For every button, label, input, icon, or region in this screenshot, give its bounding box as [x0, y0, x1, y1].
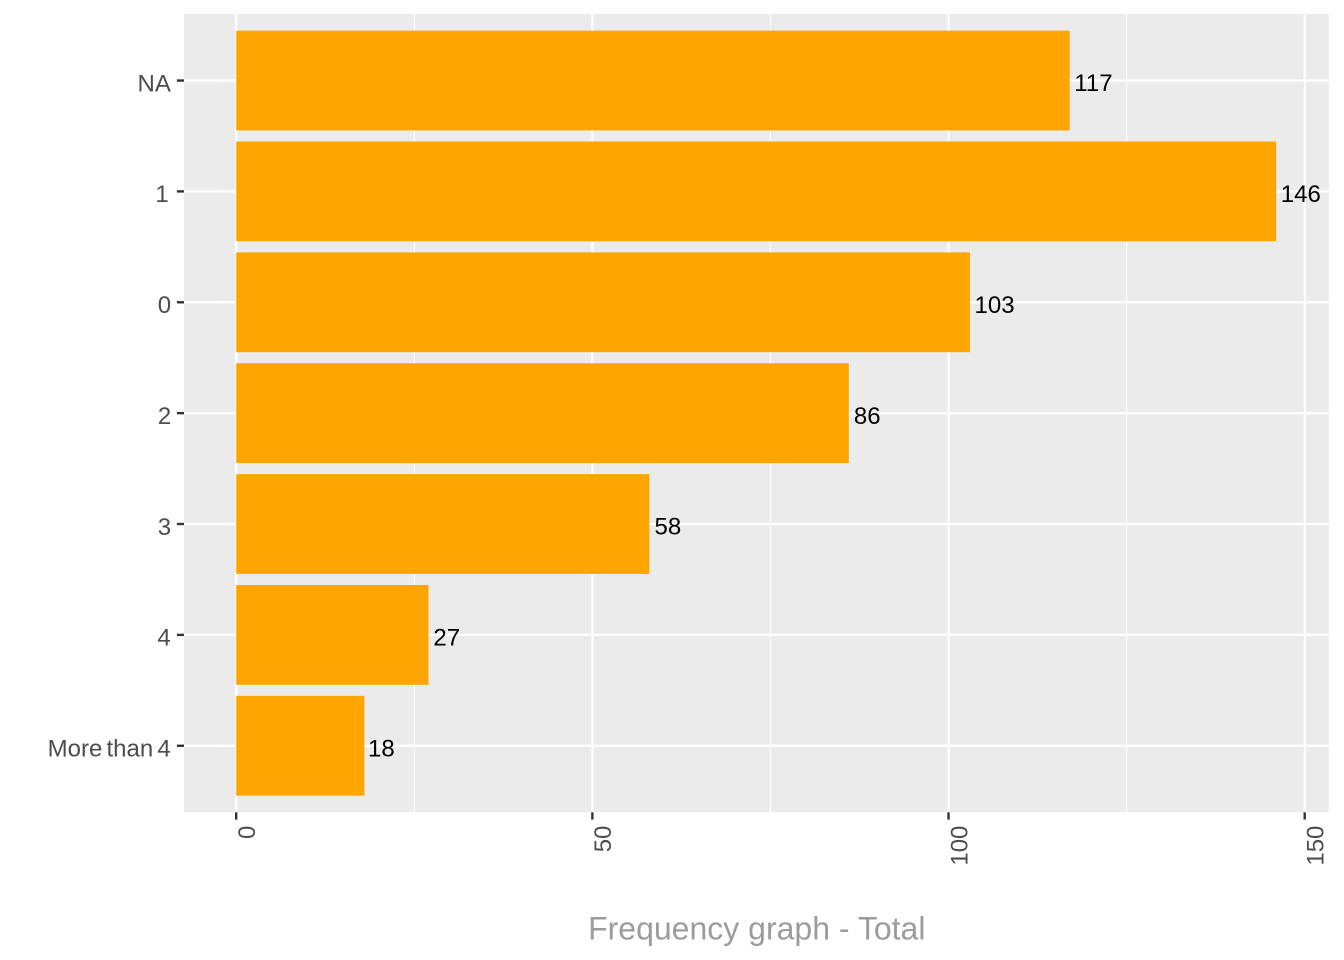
svg-text:103: 103: [975, 292, 1015, 319]
svg-text:4: 4: [157, 625, 170, 652]
svg-text:NA: NA: [138, 70, 171, 97]
svg-text:0: 0: [158, 292, 171, 319]
svg-text:3: 3: [158, 514, 171, 541]
svg-text:2: 2: [158, 403, 171, 430]
svg-text:0: 0: [234, 826, 261, 839]
svg-text:50: 50: [590, 826, 617, 853]
svg-text:86: 86: [854, 403, 881, 430]
svg-text:150: 150: [1303, 826, 1330, 866]
svg-text:117: 117: [1074, 70, 1112, 97]
svg-text:58: 58: [655, 514, 682, 541]
svg-text:27: 27: [433, 625, 460, 652]
svg-text:18: 18: [368, 735, 395, 762]
svg-text:Frequency graph - Total: Frequency graph - Total: [588, 910, 925, 946]
svg-text:146: 146: [1281, 181, 1321, 208]
svg-text:More than 4: More than 4: [48, 736, 171, 763]
svg-text:100: 100: [946, 826, 973, 866]
svg-text:1: 1: [155, 181, 168, 208]
